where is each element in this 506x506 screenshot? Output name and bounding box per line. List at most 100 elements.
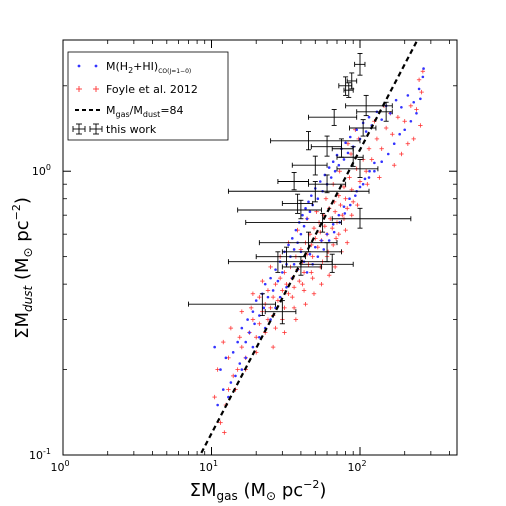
co-point [307, 200, 310, 204]
this-work-point [356, 101, 393, 122]
co-point [305, 271, 309, 274]
co-point [332, 230, 336, 234]
y-tick-label-base: 10 [29, 449, 43, 462]
co-point [320, 239, 323, 242]
legend-line-label-gas: gas [116, 110, 130, 119]
foyle-point [310, 254, 315, 259]
foyle-point [336, 193, 342, 198]
this-work-point [188, 293, 277, 317]
this-work-point [291, 155, 328, 176]
x-tick-label-base: 10 [50, 461, 64, 474]
co-point [355, 128, 358, 132]
co-point [380, 118, 383, 121]
foyle-point [414, 107, 419, 112]
co-point [224, 356, 228, 360]
foyle-point [273, 325, 278, 331]
foyle-point [239, 344, 245, 350]
this-work-point [331, 207, 412, 229]
y-axis-label-exp: −2 [10, 204, 23, 220]
x-tick-label: 102 [347, 459, 366, 474]
foyle-point [331, 242, 336, 248]
y-axis-label-close: ) [12, 197, 33, 204]
co-point [304, 207, 307, 210]
foyle-point [338, 202, 343, 208]
co-point [308, 210, 312, 214]
co-point [364, 130, 368, 133]
co-point [271, 289, 275, 292]
co-point [337, 163, 341, 167]
x-tick-label: 101 [199, 459, 218, 474]
plot-frame [62, 39, 458, 456]
foyle-point [349, 212, 354, 218]
foyle-point [270, 344, 276, 350]
foyle-point [337, 169, 342, 174]
foyle-point [239, 309, 245, 314]
co-point [389, 111, 392, 115]
legend-line-label-dust: dust [143, 110, 160, 119]
foyle-point [254, 335, 259, 340]
y-tick-label: 10-1 [29, 447, 51, 462]
foyle-point [408, 103, 414, 109]
co-point [262, 306, 266, 310]
co-point [417, 87, 421, 91]
foyle-point [277, 275, 283, 281]
co-point [394, 98, 398, 102]
co-point [292, 248, 296, 251]
foyle-point [374, 136, 380, 142]
foyle-point [365, 182, 370, 187]
co-point [348, 203, 352, 207]
co-point [240, 326, 244, 330]
legend-line-label: Mgas/Mdust=84 [106, 104, 184, 119]
co-point [327, 166, 331, 169]
co-point [318, 180, 322, 183]
x-tick-label: 100 [50, 459, 69, 474]
co-point [342, 158, 346, 161]
this-work-point [227, 181, 370, 203]
foyle-point [268, 264, 273, 270]
co-point [361, 182, 365, 186]
co-point [236, 340, 239, 344]
co-point [346, 151, 350, 155]
co-point [348, 197, 351, 201]
foyle-point [212, 394, 217, 400]
foyle-point [395, 115, 401, 120]
co-point [316, 197, 320, 201]
foyle-point [363, 169, 369, 174]
legend-blue-label-main: M(H [106, 60, 128, 73]
co-point [240, 368, 244, 371]
co-point [415, 111, 418, 115]
foyle-point [311, 225, 317, 231]
co-point [327, 239, 331, 242]
foyle-point [297, 278, 302, 284]
foyle-point [222, 430, 227, 435]
co-point [251, 345, 255, 349]
legend-red-marker-2 [93, 86, 99, 92]
this-work-point [336, 146, 364, 167]
co-point [363, 177, 367, 181]
co-point [367, 176, 371, 179]
co-point [331, 160, 335, 164]
co-point [269, 276, 272, 280]
legend: M(H2+HI)CO(J=1−0) Foyle et al. 2012 Mgas… [67, 51, 229, 141]
foyle-point [392, 163, 397, 168]
foyle-point [290, 294, 295, 300]
co-point [301, 213, 304, 217]
foyle-point [344, 206, 350, 211]
co-point [333, 169, 337, 173]
x-tick-label-exp: 1 [213, 459, 218, 468]
legend-red-marker-1 [76, 86, 82, 92]
y-axis-label-tail: pc [12, 220, 33, 247]
foyle-point [250, 317, 256, 322]
co-point [329, 176, 333, 179]
co-point [292, 262, 296, 266]
foyle-point [319, 281, 324, 287]
y-axis-label-main: ΣM [12, 312, 33, 339]
co-point [325, 232, 329, 236]
co-point [253, 322, 256, 326]
legend-errorbar-label: this work [106, 123, 157, 136]
foyle-point [330, 225, 335, 231]
foyle-point [301, 270, 307, 275]
co-point [392, 142, 396, 146]
foyle-point [341, 184, 347, 190]
